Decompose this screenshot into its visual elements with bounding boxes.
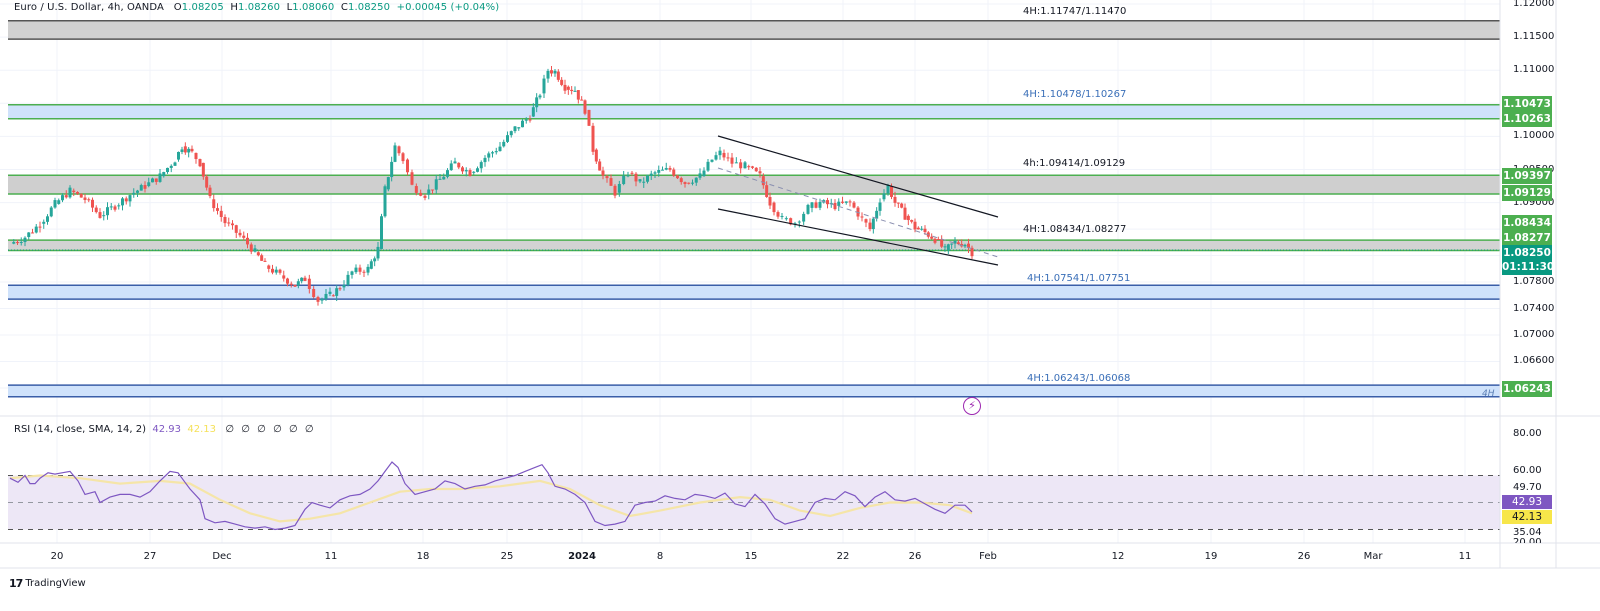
time-axis-label: 11 bbox=[324, 551, 338, 562]
price-axis-label: 1.10000 bbox=[1513, 130, 1555, 142]
current-price: 1.08250 bbox=[1503, 247, 1551, 259]
rsi-legend-name: RSI (14, close, SMA, 14, 2) bbox=[14, 424, 147, 435]
zone-3[interactable] bbox=[8, 239, 1500, 252]
zone-timeframe-tag: 4H bbox=[1482, 389, 1495, 399]
rsi-legend-placeholders: ∅ ∅ ∅ ∅ ∅ ∅ bbox=[225, 424, 316, 435]
rsi-pane bbox=[8, 461, 1500, 531]
time-axis-label: Dec bbox=[212, 551, 232, 562]
time-axis-label: 25 bbox=[500, 551, 514, 562]
support-resistance-zones[interactable] bbox=[8, 19, 1500, 398]
ohlc-high-label: H bbox=[230, 2, 238, 13]
zone-label: 4H:1.10478/1.10267 bbox=[1023, 89, 1127, 100]
price-axis-label: 1.11000 bbox=[1513, 64, 1555, 76]
rsi-sma-value-tag: 42.13 bbox=[1502, 510, 1552, 524]
time-axis-label: 22 bbox=[836, 551, 850, 562]
zone-label: 4H:1.11747/1.11470 bbox=[1023, 6, 1127, 17]
lightning-event-icon[interactable]: ⚡ bbox=[963, 397, 981, 415]
candlestick-series bbox=[12, 65, 974, 306]
price-axis-label: 1.11500 bbox=[1513, 31, 1555, 43]
time-axis-label: 19 bbox=[1204, 551, 1218, 562]
rsi-legend-value: 42.93 bbox=[152, 424, 182, 435]
rsi-sma-line bbox=[9, 474, 973, 523]
zone-price-tag: 1.09397 bbox=[1502, 168, 1552, 184]
zone-price-tag: 1.10263 bbox=[1502, 111, 1552, 127]
time-axis-label: 20 bbox=[50, 551, 64, 562]
zone-1[interactable] bbox=[8, 104, 1500, 120]
rsi-axis-20: 20.00 bbox=[1513, 537, 1542, 543]
time-axis-label: 12 bbox=[1111, 551, 1125, 562]
price-axis-label: 1.09000 bbox=[1513, 196, 1555, 208]
rsi-value-tag: 42.93 bbox=[1502, 495, 1552, 509]
zone-price-tag: 1.08277 bbox=[1502, 230, 1552, 246]
time-axis-label: 8 bbox=[656, 551, 664, 562]
time-axis-label: Mar bbox=[1363, 551, 1383, 562]
price-axis-label: 1.07400 bbox=[1513, 302, 1555, 314]
rsi-axis-80: 80.00 bbox=[1513, 428, 1542, 439]
price-axis-label: 1.07800 bbox=[1513, 276, 1555, 288]
zone-price-tag: 1.10473 bbox=[1502, 96, 1552, 112]
ohlc-change: +0.00045 (+0.04%) bbox=[396, 2, 500, 13]
rsi-legend-sma-value: 42.13 bbox=[187, 424, 217, 435]
ohlc-open: 1.08205 bbox=[181, 2, 224, 13]
time-axis-label: 11 bbox=[1458, 551, 1472, 562]
price-axis-label: 1.07000 bbox=[1513, 329, 1555, 340]
zone-0[interactable] bbox=[8, 19, 1500, 40]
zone-label: 4H:1.08434/1.08277 bbox=[1023, 224, 1127, 235]
tradingview-logo-icon: 17 bbox=[9, 577, 23, 590]
grid-lines bbox=[0, 0, 1500, 543]
zone-price-tag: 1.08434 bbox=[1502, 215, 1552, 231]
ohlc-close: 1.08250 bbox=[348, 2, 391, 13]
time-axis-label: 26 bbox=[908, 551, 922, 562]
zone-label: 4H:1.07541/1.07751 bbox=[1027, 273, 1131, 284]
zone-price-tag: 1.09129 bbox=[1502, 185, 1552, 201]
descending-channel-drawing[interactable] bbox=[717, 135, 999, 266]
ohlc-open-label: O bbox=[173, 2, 182, 13]
current-price-tag: 1.08250 01:11:30 bbox=[1502, 245, 1555, 275]
price-axis-label: 1.06600 bbox=[1513, 355, 1555, 367]
time-axis-label: 26 bbox=[1297, 551, 1311, 562]
symbol-title: Euro / U.S. Dollar, 4h, OANDA bbox=[14, 2, 164, 13]
time-axis-label: 2024 bbox=[568, 551, 596, 562]
ohlc-low: 1.08060 bbox=[292, 2, 335, 13]
time-axis-label: 27 bbox=[143, 551, 157, 562]
zone-label: 4H:1.06243/1.06068 bbox=[1027, 373, 1131, 384]
time-axis-label: 15 bbox=[744, 551, 758, 562]
zone-4[interactable] bbox=[8, 284, 1500, 300]
time-axis-label: 18 bbox=[416, 551, 430, 562]
zone-label: 4h:1.09414/1.09129 bbox=[1023, 158, 1126, 169]
tradingview-name: TradingView bbox=[25, 578, 86, 589]
rsi-axis-49-70: 49.70 bbox=[1513, 482, 1542, 493]
rsi-axis-60: 60.00 bbox=[1513, 465, 1542, 476]
bar-countdown: 01:11:30 bbox=[1502, 261, 1555, 273]
zone-5[interactable] bbox=[8, 384, 1500, 398]
zone-price-tag: 1.06243 bbox=[1502, 381, 1552, 397]
tradingview-branding[interactable]: 17 TradingView bbox=[9, 577, 86, 590]
rsi-line bbox=[9, 461, 973, 531]
rsi-legend[interactable]: RSI (14, close, SMA, 14, 2) 42.93 42.13 … bbox=[14, 424, 316, 435]
ohlc-high: 1.08260 bbox=[238, 2, 281, 13]
time-axis-label: Feb bbox=[979, 551, 997, 562]
rsi-axis-35-04: 35.04 bbox=[1513, 527, 1542, 538]
symbol-legend[interactable]: Euro / U.S. Dollar, 4h, OANDA O1.08205 H… bbox=[14, 2, 499, 13]
price-axis-label: 1.12000 bbox=[1513, 0, 1555, 9]
ohlc-close-label: C bbox=[340, 2, 349, 13]
ohlc-low-label: L bbox=[286, 2, 293, 13]
zone-2[interactable] bbox=[8, 174, 1500, 195]
